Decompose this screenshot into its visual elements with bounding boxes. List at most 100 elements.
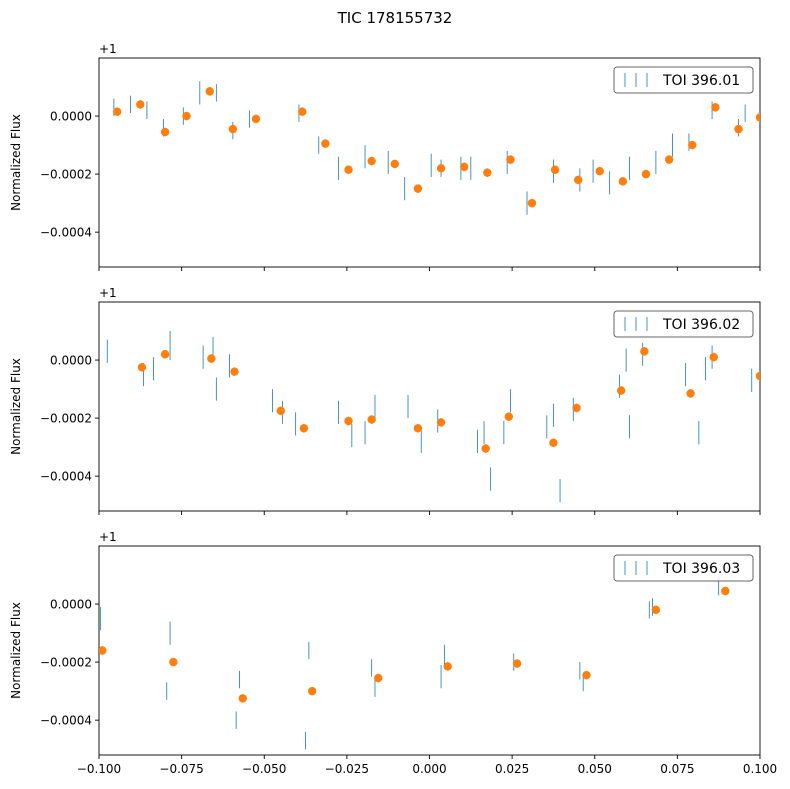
series-binned <box>99 586 730 703</box>
series-binned <box>137 346 760 453</box>
panel-1: +1 0.0000 −0.0002 −0.0004 Normalized Flux TOI… <box>9 42 761 271</box>
panel-2: +1 0.0000 −0.0002 −0.0004 Normalized Flux TOI… <box>9 286 761 515</box>
data-point-binned <box>616 386 626 395</box>
data-point-binned <box>367 415 376 424</box>
y-axis-label: Normalized Flux <box>9 358 23 455</box>
data-point-binned <box>711 103 720 112</box>
data-point-binned <box>230 367 239 376</box>
data-point-binned <box>512 659 522 668</box>
data-point-binned <box>574 175 583 185</box>
data-point-binned <box>436 164 446 173</box>
y-tick-label: −0.0002 <box>40 412 92 426</box>
panels: +1 0.0000 −0.0002 −0.0004 Normalized Flux TOI… <box>9 42 777 776</box>
plot-area <box>106 331 760 503</box>
data-point-binned <box>595 167 604 176</box>
data-point-binned <box>238 694 247 703</box>
x-tick-label: 0.050 <box>578 762 612 776</box>
y-tick-label: −0.0004 <box>40 226 92 240</box>
panel-3: +1 0.0000 −0.0002 −0.0004 −0.100 −0.075 −0.050… <box>9 530 777 776</box>
x-tick-label: −0.050 <box>242 762 286 776</box>
data-point-binned <box>436 418 446 427</box>
legend-label: TOI 396.03 <box>662 561 740 577</box>
data-point-binned <box>572 403 581 413</box>
data-point-binned <box>136 100 145 109</box>
data-point-binned <box>618 177 628 186</box>
data-point-binned <box>367 156 376 166</box>
data-point-binned <box>137 363 147 372</box>
offset-label: +1 <box>99 42 117 56</box>
data-point-binned <box>664 155 674 164</box>
data-point-binned <box>299 424 309 433</box>
data-point-binned <box>413 184 423 193</box>
data-point-binned <box>721 586 730 596</box>
x-tick-label: −0.075 <box>159 762 203 776</box>
data-point-binned <box>481 444 490 453</box>
x-tick-label: 0.100 <box>743 762 777 776</box>
legend-box <box>613 66 754 94</box>
data-point-binned <box>321 139 330 148</box>
data-point-binned <box>228 124 238 134</box>
data-point-binned <box>374 673 383 683</box>
y-tick-label: −0.0002 <box>40 656 92 670</box>
x-tick-label: −0.100 <box>77 762 121 776</box>
data-point-binned <box>182 111 191 121</box>
data-point-binned <box>550 165 560 174</box>
data-point-binned <box>443 662 452 671</box>
data-point-binned <box>307 686 317 696</box>
data-point-binned <box>298 107 307 116</box>
legend-label: TOI 396.01 <box>662 73 740 89</box>
data-point-binned <box>99 646 107 655</box>
data-point-binned <box>504 412 514 421</box>
legend-box <box>613 554 754 582</box>
data-point-binned <box>651 605 661 615</box>
legend-box <box>613 310 754 338</box>
y-tick-label: 0.0000 <box>50 598 92 612</box>
data-point-binned <box>276 406 285 416</box>
data-point-binned <box>549 438 558 447</box>
x-tick-label: 0.025 <box>495 762 529 776</box>
data-point-binned <box>755 113 760 122</box>
x-tick-label: 0.075 <box>660 762 694 776</box>
data-point-binned <box>251 114 261 124</box>
data-point-binned <box>344 416 353 426</box>
x-tick-label: 0.000 <box>412 762 446 776</box>
data-point-binned <box>160 350 170 359</box>
data-point-binned <box>688 140 697 150</box>
legend: TOI 396.02 <box>613 310 754 338</box>
y-axis-label: Normalized Flux <box>9 114 23 211</box>
data-point-binned <box>582 670 591 680</box>
series-binned <box>112 87 760 208</box>
offset-label: +1 <box>99 286 117 300</box>
data-point-binned <box>205 87 214 96</box>
data-point-binned <box>344 165 353 174</box>
y-tick-label: −0.0004 <box>40 470 92 484</box>
legend: TOI 396.03 <box>613 554 754 582</box>
data-point-binned <box>506 155 515 164</box>
data-point-binned <box>390 159 399 169</box>
data-point-binned <box>169 657 178 667</box>
offset-label: +1 <box>99 530 117 544</box>
data-point-binned <box>160 127 170 137</box>
y-tick-label: −0.0004 <box>40 714 92 728</box>
y-axis-label: Normalized Flux <box>9 602 23 699</box>
data-point-binned <box>640 347 649 356</box>
data-point-binned <box>734 124 743 134</box>
y-tick-label: −0.0002 <box>40 168 92 182</box>
data-point-binned <box>483 168 492 177</box>
series-raw <box>106 331 753 503</box>
legend-label: TOI 396.02 <box>662 317 740 333</box>
data-point-binned <box>207 354 216 363</box>
x-tick-label: −0.025 <box>325 762 369 776</box>
data-point-binned <box>686 389 695 398</box>
legend: TOI 396.01 <box>613 66 754 94</box>
y-tick-label: 0.0000 <box>50 354 92 368</box>
figure-title: TIC 178155732 <box>337 9 453 27</box>
plot-area <box>99 577 730 750</box>
plot-area <box>112 81 760 215</box>
data-point-binned <box>641 169 651 179</box>
data-point-binned <box>709 352 718 362</box>
data-point-binned <box>413 424 423 433</box>
data-point-binned <box>460 162 469 172</box>
